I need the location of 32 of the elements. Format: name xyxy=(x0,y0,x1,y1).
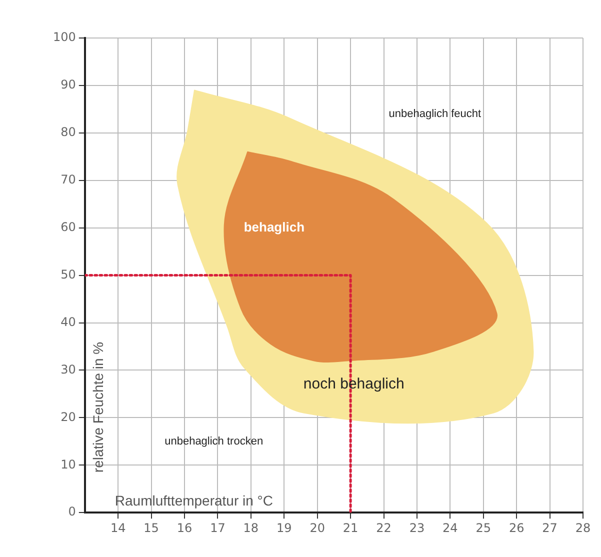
x-tick-label: 17 xyxy=(210,520,226,535)
x-tick-label: 15 xyxy=(144,520,159,535)
x-tick-label: 24 xyxy=(442,520,458,535)
x-tick-label: 28 xyxy=(575,520,591,535)
y-tick-label: 100 xyxy=(53,30,76,44)
y-tick-label: 60 xyxy=(60,220,76,234)
x-tick-label: 26 xyxy=(508,520,524,535)
y-tick-label: 50 xyxy=(60,267,76,282)
x-tick-label: 23 xyxy=(409,520,425,535)
series-label: behaglich xyxy=(244,219,305,234)
y-tick-label: 30 xyxy=(60,362,76,376)
y-tick-label: 80 xyxy=(60,125,76,140)
x-tick-label: 20 xyxy=(310,520,325,535)
x-tick-label: 19 xyxy=(276,520,292,535)
annotation: unbehaglich trocken xyxy=(164,435,264,448)
x-tick-label: 18 xyxy=(243,520,259,535)
y-tick-label: 0 xyxy=(68,504,76,519)
y-tick-label: 70 xyxy=(60,172,76,187)
y-tick-label: 40 xyxy=(60,314,76,329)
y-tick-label: 20 xyxy=(60,410,76,424)
y-axis-title: relative Feuchte in % xyxy=(90,342,106,473)
y-tick-label: 90 xyxy=(60,78,76,92)
x-tick-label: 25 xyxy=(476,520,492,535)
x-tick-label: 14 xyxy=(110,520,126,535)
y-tick-label: 10 xyxy=(60,457,76,472)
annotation: unbehaglich feucht xyxy=(388,108,482,120)
series-label: noch behaglich xyxy=(303,376,404,393)
x-axis-title: Raumlufttemperatur in °C xyxy=(114,492,274,508)
x-tick-label: 16 xyxy=(176,520,192,535)
x-tick-label: 22 xyxy=(376,520,392,535)
x-tick-label: 21 xyxy=(342,520,358,535)
x-tick-label: 27 xyxy=(542,520,558,535)
